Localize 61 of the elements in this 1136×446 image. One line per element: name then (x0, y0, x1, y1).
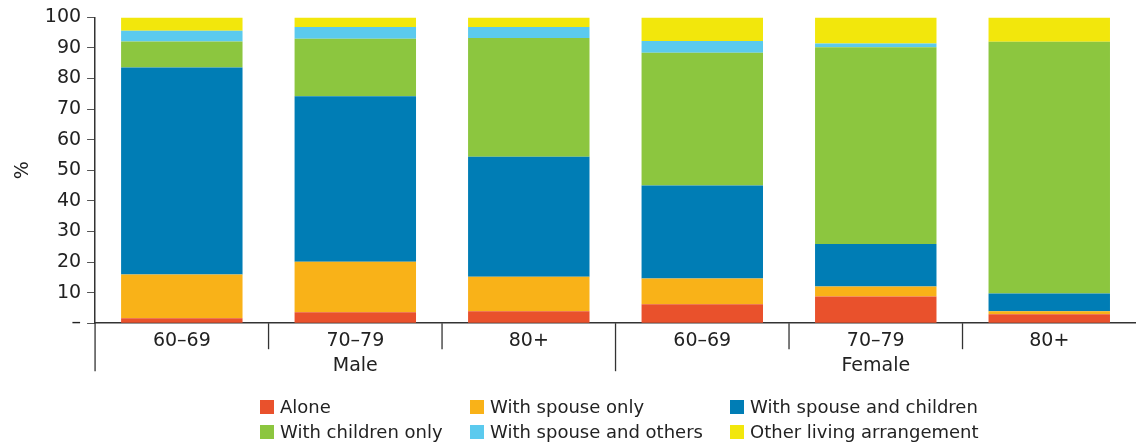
bar (294, 261, 417, 313)
y-tick-label: 90 (56, 34, 82, 57)
y-tick-label: 60 (56, 126, 82, 149)
bar (641, 17, 763, 41)
bar (294, 38, 417, 97)
y-tick-label: 30 (56, 218, 82, 241)
legend-label: With spouse and others (490, 421, 703, 442)
bar (815, 244, 937, 287)
x-tick-label: 60–69 (673, 327, 732, 350)
bar (468, 17, 590, 27)
bar (294, 17, 417, 27)
bar (468, 26, 590, 38)
x-tick-label: 60–69 (152, 327, 211, 350)
y-tick-label: 10 (56, 279, 82, 302)
bar (121, 67, 243, 275)
bar (294, 96, 417, 262)
bar (641, 304, 763, 323)
bar (121, 30, 243, 42)
bar (815, 286, 937, 297)
bar (988, 41, 1110, 294)
legend-label: Alone (280, 396, 331, 417)
legend-label: With spouse and children (750, 396, 978, 417)
bar (641, 52, 763, 186)
bar (815, 47, 937, 244)
bar (294, 312, 417, 323)
bar (468, 311, 590, 323)
x-tick-label: 80+ (1029, 327, 1070, 350)
bar (468, 156, 590, 277)
bar (641, 278, 763, 305)
y-tick-label: 80 (56, 65, 82, 88)
legend-label: Other living arrangement (750, 421, 979, 442)
legend-label: With children only (280, 421, 443, 442)
bar (121, 274, 243, 319)
y-tick-label: 40 (56, 187, 82, 210)
y-tick-label: 70 (56, 96, 82, 119)
bar (988, 314, 1110, 323)
bar (988, 311, 1110, 315)
bar (468, 276, 590, 312)
y-axis-title: % (10, 161, 33, 180)
x-tick-label: 70–79 (846, 327, 905, 350)
bar (468, 37, 590, 157)
bar (121, 318, 243, 323)
bar (988, 17, 1110, 42)
x-tick-label: 80+ (508, 327, 549, 350)
bar (641, 185, 763, 279)
bar (815, 296, 937, 323)
bar (988, 293, 1110, 312)
y-tick-label: 100 (44, 4, 82, 27)
text: Male (332, 352, 378, 375)
x-tick-label: 70–79 (326, 327, 385, 350)
y-tick-label: – (71, 310, 82, 333)
y-tick-label: 50 (56, 157, 82, 180)
legend-label: With spouse only (490, 396, 645, 417)
bar (121, 41, 243, 68)
text: Female (841, 352, 911, 375)
bar (641, 40, 763, 53)
bar (294, 26, 417, 39)
bar (815, 17, 937, 44)
bar (815, 43, 937, 48)
bar (121, 17, 243, 31)
y-tick-label: 20 (56, 248, 82, 271)
